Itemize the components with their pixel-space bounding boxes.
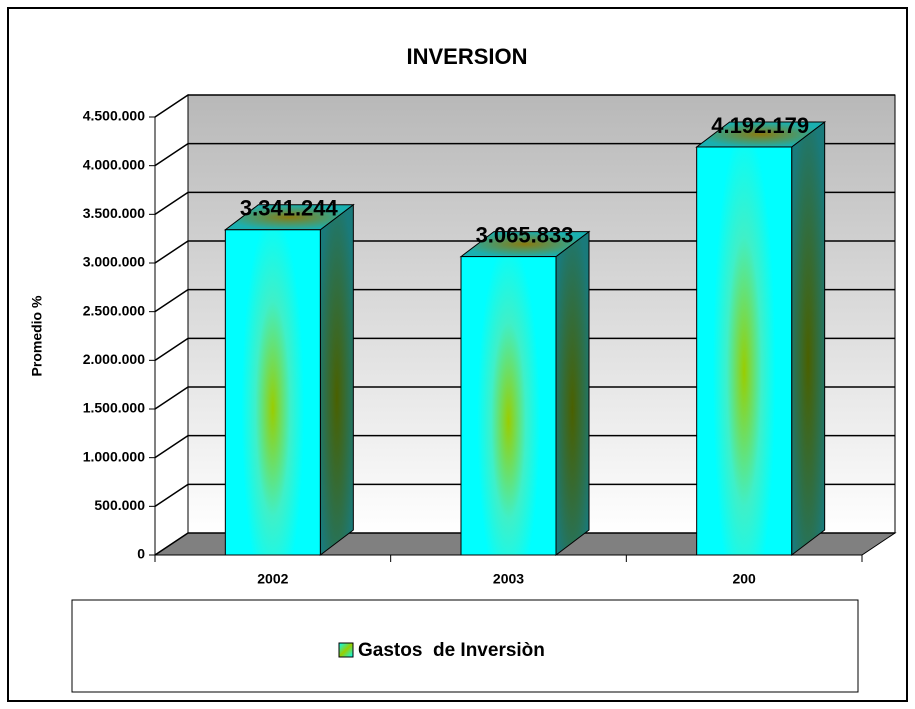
chart-title: INVERSION: [406, 44, 527, 69]
bar-side: [319, 203, 354, 557]
grid-line: [154, 191, 895, 215]
y-axis-label: Promedio %: [29, 295, 45, 376]
y-tick-label: 2.000.000: [83, 351, 145, 367]
side-wall: [154, 94, 189, 556]
data-label: 3.065.833: [476, 222, 574, 247]
bar-side: [555, 230, 590, 557]
data-label: 3.341.244: [240, 196, 339, 221]
y-tick-label: 500.000: [94, 497, 145, 513]
grid-line: [154, 483, 895, 507]
grid-line: [154, 288, 895, 313]
y-tick-label: 4.500.000: [83, 108, 145, 124]
bar-side: [791, 120, 826, 557]
grid-line: [154, 434, 895, 459]
legend-box: [71, 599, 859, 693]
grid-line: [154, 94, 895, 118]
x-tick-label: 200: [732, 571, 756, 587]
bar: [460, 256, 557, 556]
y-tick-label: 4.000.000: [83, 156, 145, 172]
legend-label: Gastos de Inversiòn: [358, 640, 545, 661]
grid-line: [154, 240, 895, 264]
y-tick-label: 0: [137, 546, 145, 562]
data-label: 4.192.179: [711, 113, 809, 138]
y-tick-label: 2.500.000: [83, 302, 145, 318]
y-tick-label: 3.000.000: [83, 254, 145, 270]
bar: [696, 146, 793, 556]
grid-line: [154, 386, 895, 410]
bar: [224, 229, 321, 556]
x-tick-label: 2002: [257, 571, 288, 587]
legend-marker: [338, 642, 354, 658]
y-tick-label: 1.000.000: [83, 448, 145, 464]
grid-line: [154, 532, 895, 556]
y-tick-label: 3.500.000: [83, 205, 145, 221]
x-tick-label: 2003: [493, 571, 524, 587]
grid-line: [154, 142, 895, 167]
y-tick-label: 1.500.000: [83, 400, 145, 416]
grid-line: [154, 337, 895, 361]
